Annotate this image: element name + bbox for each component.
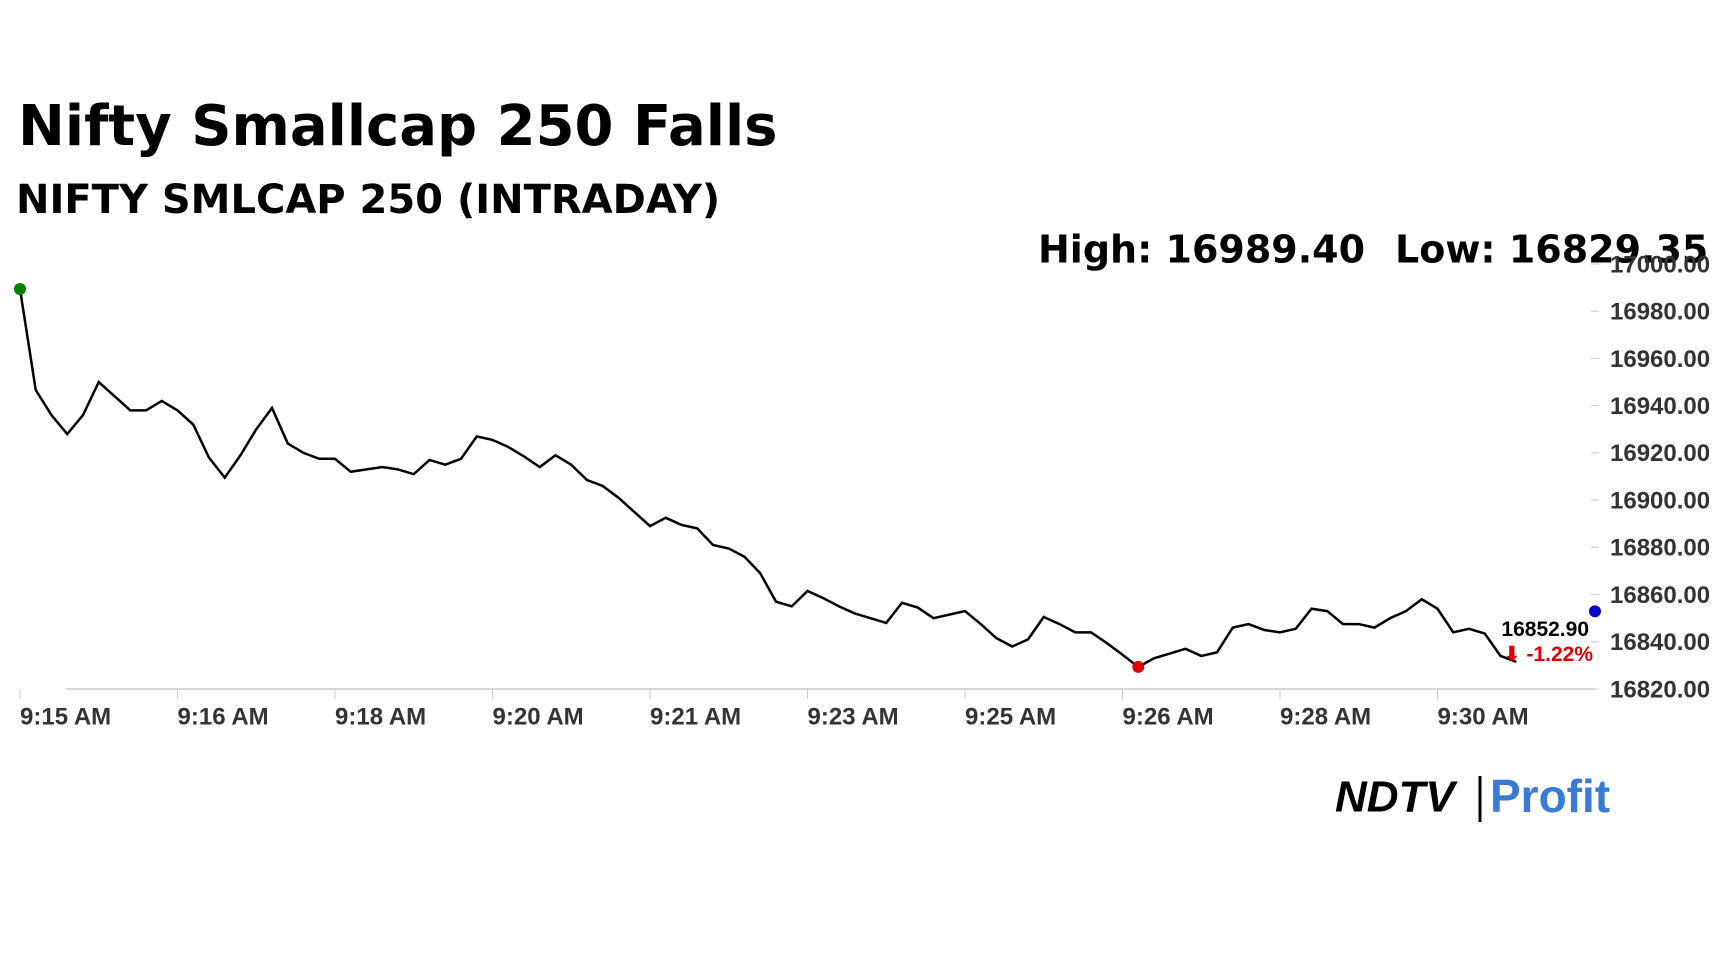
x-tick-label: 9:26 AM [1123,703,1214,730]
high-text: High: 16989.40 [1038,228,1365,272]
y-tick-label: 16960.00 [1610,346,1710,373]
change-label: ⬇ -1.22% [1503,643,1593,666]
y-tick-label: 16880.00 [1610,535,1710,562]
chart-title: Nifty Smallcap 250 Falls [18,94,778,159]
low-text: Low: 16829.35 [1395,228,1708,272]
last-marker [1589,605,1601,618]
y-tick-label: 17000.00 [1610,251,1710,278]
low-marker [1132,660,1145,673]
x-tick-label: 9:18 AM [335,703,426,730]
x-tick-label: 9:20 AM [493,703,584,730]
x-tick-label: 9:30 AM [1438,703,1529,730]
y-tick-label: 16820.00 [1610,676,1710,703]
chart-subtitle: NIFTY SMLCAP 250 (INTRADAY) [16,177,720,223]
x-tick-label: 9:28 AM [1280,703,1371,730]
brand-product: Profit [1490,770,1610,822]
x-tick-label: 9:25 AM [965,703,1056,730]
x-tick-label: 9:21 AM [650,703,741,730]
x-tick-label: 9:23 AM [808,703,899,730]
y-tick-label: 16980.00 [1610,299,1710,326]
high-marker [14,283,26,296]
brand: NDTV [1335,773,1458,822]
x-tick-label: 9:16 AM [178,703,269,730]
y-tick-label: 16840.00 [1610,629,1710,656]
price-line [18,288,1517,669]
last-value-label: 16852.90 [1501,618,1589,641]
y-tick-label: 16940.00 [1610,393,1710,420]
y-tick-label: 16860.00 [1610,582,1710,609]
x-tick-label: 9:15 AM [20,703,111,730]
y-tick-label: 16920.00 [1610,440,1710,467]
y-tick-label: 16900.00 [1610,487,1710,514]
